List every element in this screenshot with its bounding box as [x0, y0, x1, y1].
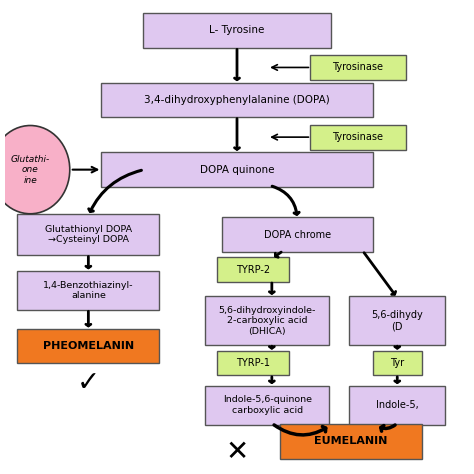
- FancyBboxPatch shape: [222, 218, 373, 252]
- Text: ✕: ✕: [225, 438, 249, 465]
- FancyBboxPatch shape: [280, 424, 422, 458]
- FancyBboxPatch shape: [310, 125, 406, 150]
- Text: TYRP-1: TYRP-1: [236, 358, 270, 368]
- Text: Tyrosinase: Tyrosinase: [332, 63, 383, 73]
- FancyBboxPatch shape: [349, 296, 445, 345]
- FancyBboxPatch shape: [205, 296, 329, 345]
- Text: 5,6-dihydroxyindole-
2-carboxylic acid
(DHICA): 5,6-dihydroxyindole- 2-carboxylic acid (…: [219, 306, 316, 336]
- Text: L- Tyrosine: L- Tyrosine: [210, 25, 264, 35]
- Text: 1,4-Benzothiazinyl-
alanine: 1,4-Benzothiazinyl- alanine: [43, 281, 134, 300]
- Text: DOPA chrome: DOPA chrome: [264, 230, 331, 240]
- FancyBboxPatch shape: [217, 257, 290, 282]
- Text: 3,4-dihydroxyphenylalanine (DOPA): 3,4-dihydroxyphenylalanine (DOPA): [144, 95, 330, 105]
- Text: EUMELANIN: EUMELANIN: [314, 437, 387, 447]
- Text: TYRP-2: TYRP-2: [236, 264, 270, 274]
- Text: Tyr: Tyr: [390, 358, 404, 368]
- FancyBboxPatch shape: [373, 351, 422, 375]
- Text: PHEOMELANIN: PHEOMELANIN: [43, 341, 134, 351]
- FancyBboxPatch shape: [310, 55, 406, 80]
- Text: ✓: ✓: [77, 369, 100, 397]
- FancyBboxPatch shape: [349, 386, 445, 425]
- Text: Glutathionyl DOPA
→Cysteinyl DOPA: Glutathionyl DOPA →Cysteinyl DOPA: [45, 225, 132, 245]
- Ellipse shape: [0, 126, 70, 214]
- FancyBboxPatch shape: [101, 83, 373, 117]
- FancyBboxPatch shape: [205, 386, 329, 425]
- Text: Glutathi-
one
ine: Glutathi- one ine: [10, 155, 50, 184]
- FancyBboxPatch shape: [17, 214, 159, 255]
- Text: DOPA quinone: DOPA quinone: [200, 164, 274, 174]
- Text: 5,6-dihydy
(D: 5,6-dihydy (D: [372, 310, 423, 331]
- FancyBboxPatch shape: [17, 329, 159, 364]
- Text: Indole-5,6-quinone
carboxylic acid: Indole-5,6-quinone carboxylic acid: [223, 395, 312, 415]
- Text: Tyrosinase: Tyrosinase: [332, 132, 383, 142]
- FancyBboxPatch shape: [17, 271, 159, 310]
- FancyBboxPatch shape: [143, 13, 331, 48]
- Text: Indole-5,: Indole-5,: [376, 400, 419, 410]
- FancyBboxPatch shape: [217, 351, 290, 375]
- FancyBboxPatch shape: [101, 153, 373, 187]
